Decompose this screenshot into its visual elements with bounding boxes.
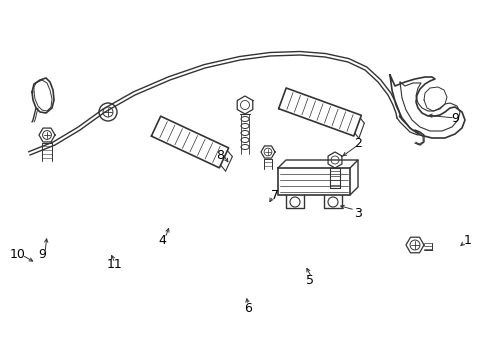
Text: 2: 2 (353, 136, 361, 149)
Text: 9: 9 (450, 112, 458, 125)
Text: 6: 6 (244, 302, 251, 315)
Text: 11: 11 (107, 258, 122, 271)
Text: 10: 10 (10, 248, 26, 261)
Text: 8: 8 (216, 149, 224, 162)
Text: 4: 4 (158, 234, 165, 247)
Text: 3: 3 (353, 207, 361, 220)
Text: 1: 1 (463, 234, 471, 247)
Text: 7: 7 (270, 189, 279, 202)
Text: 9: 9 (38, 248, 46, 261)
Text: 5: 5 (305, 274, 313, 287)
